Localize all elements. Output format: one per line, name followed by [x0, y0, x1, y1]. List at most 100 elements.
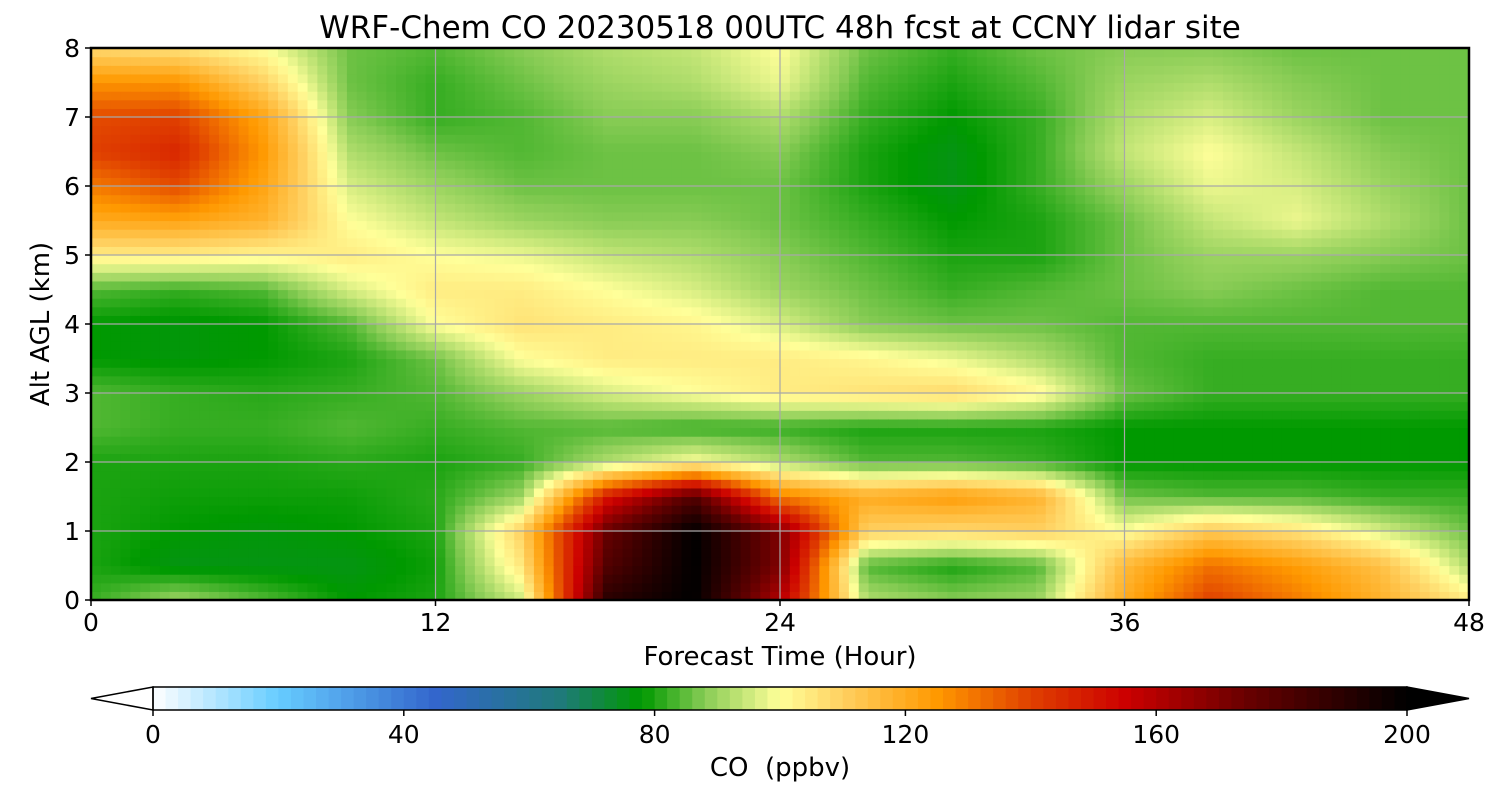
heatmap-cell	[592, 91, 604, 101]
heatmap-cell	[169, 470, 181, 480]
heatmap-cell	[465, 531, 476, 541]
heatmap-cell	[317, 556, 328, 567]
heatmap-cell	[602, 108, 614, 118]
heatmap-cell	[268, 539, 279, 549]
heatmap-cell	[484, 574, 496, 584]
heatmap-cell	[278, 341, 289, 351]
heatmap-cell	[238, 565, 250, 575]
heatmap-cell	[661, 255, 673, 265]
heatmap-cell	[583, 565, 594, 575]
heatmap-cell	[130, 418, 141, 429]
heatmap-cell	[189, 393, 200, 403]
heatmap-cell	[209, 548, 220, 558]
heatmap-cell	[770, 298, 781, 308]
heatmap-cell	[740, 332, 752, 342]
heatmap-cell	[711, 142, 722, 153]
heatmap-cell	[543, 315, 555, 325]
heatmap-cell	[189, 332, 200, 342]
heatmap-cell	[445, 117, 456, 127]
heatmap-cell	[524, 65, 535, 75]
heatmap-cell	[543, 427, 555, 437]
heatmap-cell	[150, 306, 161, 316]
heatmap-cell	[720, 82, 732, 92]
heatmap-cell	[770, 349, 781, 360]
heatmap-cell	[268, 522, 279, 532]
heatmap-cell	[248, 418, 259, 429]
heatmap-cell	[258, 56, 269, 66]
heatmap-cell	[494, 574, 505, 584]
heatmap-cell	[839, 203, 850, 213]
heatmap-cell	[819, 168, 830, 178]
heatmap-cell	[110, 556, 122, 567]
heatmap-cell	[189, 375, 200, 385]
heatmap-cell	[218, 427, 230, 437]
heatmap-cell	[524, 315, 535, 325]
heatmap-cell	[376, 505, 387, 515]
heatmap-cell	[750, 591, 761, 600]
heatmap-cell	[848, 56, 860, 66]
heatmap-cell	[307, 505, 318, 515]
heatmap-cell	[770, 375, 781, 385]
heatmap-cell	[494, 332, 505, 342]
heatmap-cell	[661, 462, 673, 472]
heatmap-cell	[405, 341, 417, 351]
heatmap-cell	[287, 263, 299, 273]
heatmap-cell	[317, 108, 328, 118]
heatmap-cell	[415, 522, 427, 532]
heatmap-cell	[602, 48, 614, 58]
heatmap-cell	[209, 65, 220, 75]
heatmap-cell	[484, 315, 496, 325]
heatmap-cell	[287, 134, 299, 144]
heatmap-cell	[238, 91, 250, 101]
heatmap-cell	[110, 393, 122, 403]
heatmap-cell	[376, 324, 387, 334]
heatmap-cell	[760, 177, 771, 187]
heatmap-cell	[150, 444, 161, 454]
heatmap-cell	[839, 367, 850, 377]
heatmap-cell	[100, 332, 112, 342]
heatmap-cell	[848, 315, 860, 325]
heatmap-cell	[258, 556, 269, 567]
heatmap-cell	[327, 505, 338, 515]
heatmap-cell	[494, 263, 505, 273]
heatmap-cell	[829, 272, 840, 282]
heatmap-cell	[514, 99, 525, 109]
heatmap-cell	[494, 125, 505, 135]
heatmap-cell	[750, 168, 761, 178]
heatmap-cell	[435, 177, 446, 187]
heatmap-cell	[405, 410, 417, 420]
heatmap-cell	[465, 315, 476, 325]
heatmap-cell	[199, 444, 210, 454]
heatmap-cell	[455, 142, 466, 153]
heatmap-cell	[691, 108, 702, 118]
heatmap-cell	[209, 470, 220, 480]
heatmap-cell	[376, 513, 387, 523]
heatmap-cell	[691, 427, 702, 437]
heatmap-cell	[543, 418, 555, 429]
heatmap-cell	[179, 375, 191, 385]
heatmap-cell	[317, 539, 328, 549]
heatmap-cell	[405, 246, 417, 256]
heatmap-cell	[592, 280, 604, 291]
heatmap-cell	[524, 91, 535, 101]
heatmap-cell	[140, 298, 151, 308]
heatmap-cell	[366, 211, 378, 222]
heatmap-cell	[337, 358, 348, 368]
heatmap-cell	[228, 48, 240, 58]
heatmap-cell	[622, 505, 633, 515]
heatmap-cell	[346, 453, 358, 463]
heatmap-cell	[120, 582, 131, 592]
heatmap-cell	[278, 125, 289, 135]
heatmap-cell	[671, 470, 683, 480]
heatmap-cell	[524, 237, 535, 247]
heatmap-cell	[150, 462, 161, 472]
heatmap-cell	[553, 436, 565, 446]
heatmap-cell	[691, 255, 702, 265]
heatmap-cell	[642, 289, 653, 299]
heatmap-cell	[819, 237, 830, 247]
heatmap-cell	[386, 151, 397, 161]
heatmap-cell	[691, 548, 702, 558]
heatmap-cell	[307, 194, 318, 204]
heatmap-cell	[91, 539, 102, 549]
heatmap-cell	[366, 531, 378, 541]
